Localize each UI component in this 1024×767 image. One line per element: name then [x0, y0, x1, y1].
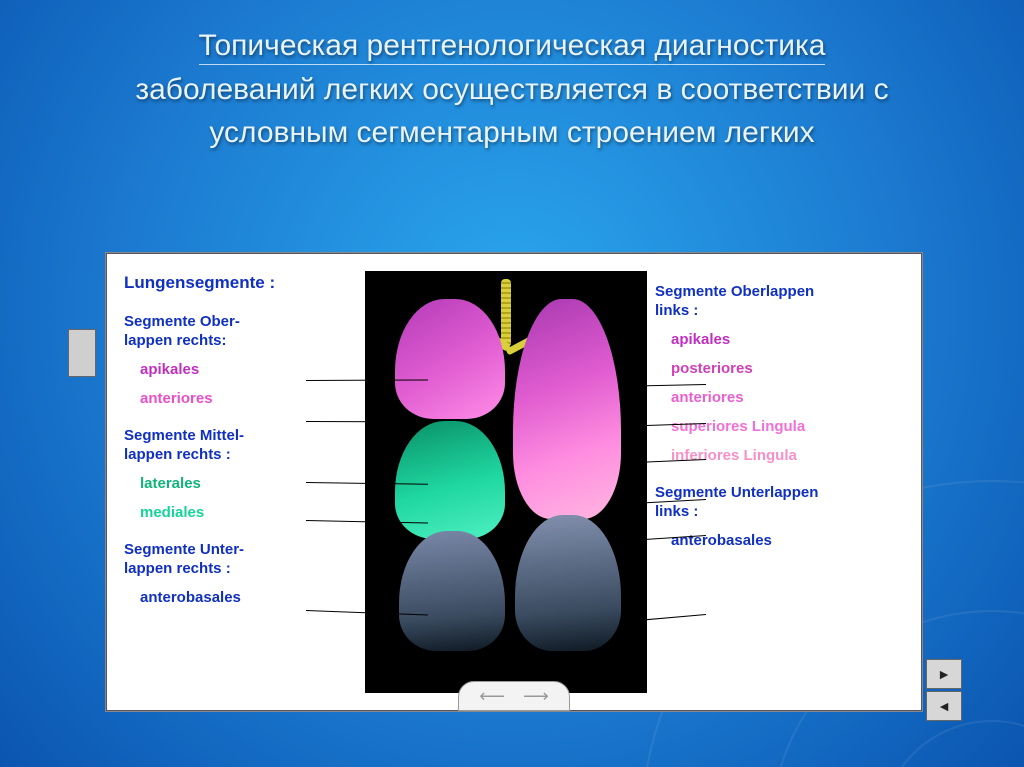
swap-right-icon: ⟶ [523, 686, 549, 707]
group-label: Segmente Unterlappen [655, 484, 882, 501]
lung-lobe [513, 299, 621, 519]
group-label: lappen rechts: [124, 332, 351, 349]
segment-label: anteriores [140, 390, 351, 407]
group-label: links : [655, 302, 882, 319]
title-rest: заболеваний легких осуществляется в соот… [135, 73, 888, 150]
group-label: Segmente Unter- [124, 541, 351, 558]
segment-label: inferiores Lingula [671, 447, 882, 464]
segment-label: superiores Lingula [671, 418, 882, 435]
segment-label: anterobasales [140, 589, 351, 606]
panel-left-handle [68, 329, 96, 377]
group-label: Segmente Mittel- [124, 427, 351, 444]
segment-label: apikales [140, 361, 351, 378]
group-label: Segmente Oberlappen [655, 283, 882, 300]
trachea [501, 279, 511, 347]
right-column: Segmente Oberlappen links : apikales poster… [647, 253, 922, 711]
segment-label: anteriores [671, 389, 882, 406]
next-button[interactable]: ► [926, 659, 962, 689]
lung-lobe [399, 531, 505, 651]
nav-buttons: ► ◄ [926, 659, 962, 721]
lung-lobe [395, 299, 505, 419]
segment-label: apikales [671, 331, 882, 348]
slide-title: Топическая рентгенологическая диагностик… [0, 0, 1024, 155]
diagram-panel: Lungensegmente : Segmente Ober-lappen re… [105, 252, 923, 712]
swap-left-icon: ⟵ [479, 686, 505, 707]
segment-label: posteriores [671, 360, 882, 377]
diagram-header: Lungensegmente : [124, 273, 351, 293]
group-label: lappen rechts : [124, 446, 351, 463]
prev-button[interactable]: ◄ [926, 691, 962, 721]
lung-lobe [515, 515, 621, 651]
lung-figure [365, 271, 647, 693]
slide: Топическая рентгенологическая диагностик… [0, 0, 1024, 767]
group-label: Segmente Ober- [124, 313, 351, 330]
title-line1: Топическая рентгенологическая диагностик… [199, 29, 826, 65]
group-label: lappen rechts : [124, 560, 351, 577]
group-label: links : [655, 503, 882, 520]
segment-label: mediales [140, 504, 351, 521]
segment-label: laterales [140, 475, 351, 492]
footer-handle: ⟵ ⟶ [458, 681, 570, 711]
